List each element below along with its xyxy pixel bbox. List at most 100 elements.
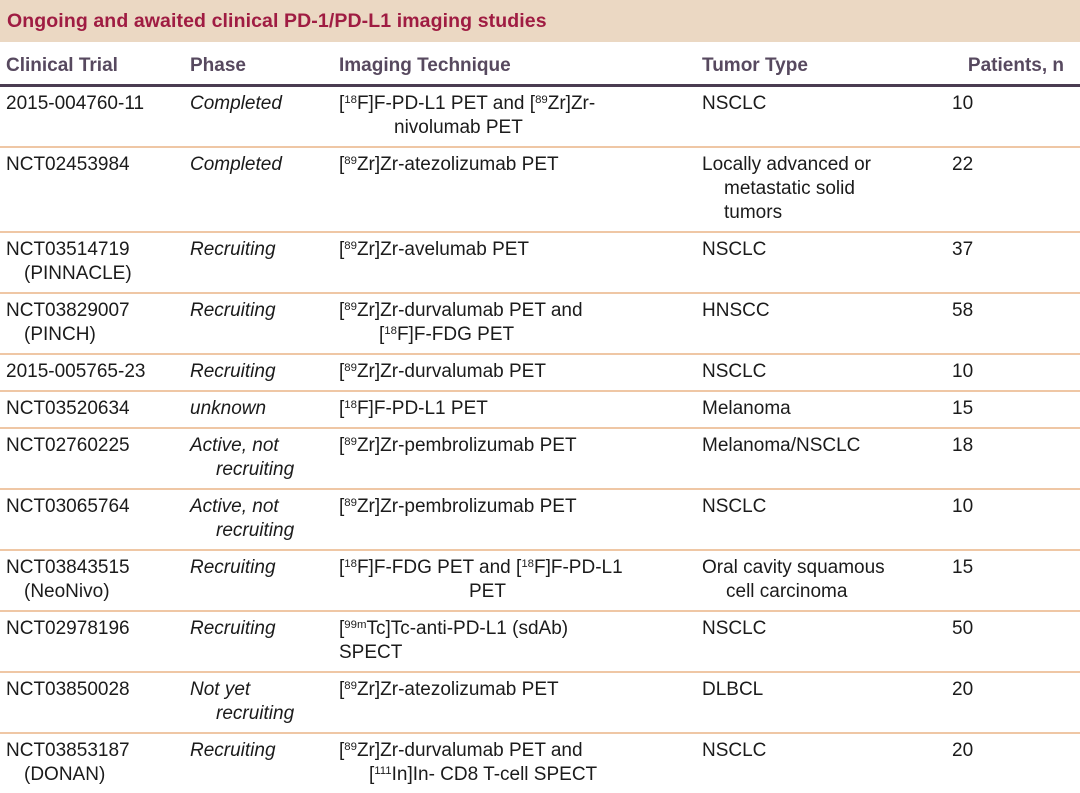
cell-trial: NCT02760225 — [0, 434, 190, 482]
technique-text: [111In]In- CD8 T-cell SPECT — [369, 764, 598, 785]
cell-patients: 22 — [944, 153, 1070, 225]
tumor-text: Melanoma — [702, 398, 791, 419]
phase-text: recruiting — [216, 520, 295, 541]
cell-phase: Active, not recruiting — [190, 434, 339, 482]
cell-technique: [89Zr]Zr-pembrolizumab PET — [339, 495, 702, 543]
technique-text: [89Zr]Zr-atezolizumab PET — [339, 679, 559, 700]
trial-text: NCT02978196 — [6, 618, 130, 639]
tumor-text: NSCLC — [702, 618, 767, 639]
cell-patients: 15 — [944, 397, 1070, 421]
trial-text: NCT03065764 — [6, 496, 130, 517]
cell-trial: NCT03065764 — [0, 495, 190, 543]
cell-technique: [18F]F-FDG PET and [18F]F-PD-L1 PET — [339, 556, 702, 604]
cell-technique: [89Zr]Zr-atezolizumab PET — [339, 678, 702, 726]
table-row: 2015-004760-11 Completed [18F]F-PD-L1 PET … — [0, 87, 1080, 148]
isotope-superscript: 89 — [535, 94, 548, 107]
table-title: Ongoing and awaited clinical PD-1/PD-L1 … — [7, 9, 547, 32]
table-row: NCT02978196 Recruiting [99mTc]Tc-anti-PD-L… — [0, 612, 1080, 673]
cell-tumor: DLBCL — [702, 678, 944, 726]
patients-text: 20 — [952, 740, 974, 761]
cell-phase: Recruiting — [190, 360, 339, 384]
trial-text: NCT03520634 — [6, 398, 130, 419]
cell-tumor: NSCLC — [702, 238, 944, 286]
cell-tumor: Locally advanced or metastatic solid tumor… — [702, 153, 944, 225]
trial-text: 2015-005765-23 — [6, 361, 146, 382]
isotope-superscript: 89 — [344, 362, 357, 375]
technique-text: [18F]F-FDG PET and [18F]F-PD-L1 — [339, 557, 623, 578]
column-header-patients: Patients, n — [944, 54, 1070, 78]
isotope-superscript: 18 — [344, 558, 357, 571]
cell-technique: [99mTc]Tc-anti-PD-L1 (sdAb) SPECT — [339, 617, 702, 665]
cell-patients: 10 — [944, 92, 1070, 140]
technique-text: [89Zr]Zr-durvalumab PET and — [339, 300, 583, 321]
cell-phase: Not yet recruiting — [190, 678, 339, 726]
cell-patients: 10 — [944, 495, 1070, 543]
phase-text: Recruiting — [190, 361, 276, 382]
cell-phase: Active, not recruiting — [190, 495, 339, 543]
phase-text: Completed — [190, 93, 282, 114]
cell-trial: NCT03853187 (DONAN) — [0, 739, 190, 787]
cell-tumor: HNSCC — [702, 299, 944, 347]
cell-technique: [89Zr]Zr-avelumab PET — [339, 238, 702, 286]
trial-text: NCT02760225 — [6, 435, 130, 456]
table-row: NCT03829007 (PINCH) Recruiting [89Zr]Zr-dur… — [0, 294, 1080, 355]
patients-text: 15 — [952, 398, 974, 419]
table-body: 2015-004760-11 Completed [18F]F-PD-L1 PET … — [0, 87, 1080, 793]
isotope-superscript: 99m — [344, 619, 367, 632]
tumor-text: HNSCC — [702, 300, 770, 321]
cell-tumor: Melanoma/NSCLC — [702, 434, 944, 482]
table-row: NCT03514719 (PINNACLE) Recruiting [89Zr]Zr-… — [0, 233, 1080, 294]
trial-text: (NeoNivo) — [24, 581, 110, 602]
cell-trial: NCT02978196 — [0, 617, 190, 665]
cell-technique: [89Zr]Zr-durvalumab PET — [339, 360, 702, 384]
table-row: 2015-005765-23 Recruiting [89Zr]Zr-durvalu… — [0, 355, 1080, 392]
cell-trial: NCT03843515 (NeoNivo) — [0, 556, 190, 604]
isotope-superscript: 111 — [374, 765, 392, 778]
column-header-tumor: Tumor Type — [702, 54, 944, 78]
trial-text: NCT03843515 — [6, 557, 130, 578]
tumor-text: Melanoma/NSCLC — [702, 435, 861, 456]
column-header-label: Clinical Trial — [6, 55, 118, 76]
cell-phase: Recruiting — [190, 299, 339, 347]
column-header-label: Tumor Type — [702, 55, 808, 76]
trial-text: 2015-004760-11 — [6, 93, 145, 114]
tumor-text: tumors — [724, 202, 783, 223]
table-header-row: Clinical Trial Phase Imaging Technique Tumo… — [0, 51, 1080, 87]
technique-text: [89Zr]Zr-durvalumab PET — [339, 361, 546, 382]
patients-text: 50 — [952, 618, 974, 639]
trial-text: NCT02453984 — [6, 154, 130, 175]
cell-patients: 10 — [944, 360, 1070, 384]
cell-patients: 18 — [944, 434, 1070, 482]
column-header-label: Patients, n — [967, 55, 1064, 76]
phase-text: Completed — [190, 154, 282, 175]
cell-technique: [18F]F-PD-L1 PET and [89Zr]Zr-nivolumab … — [339, 92, 702, 140]
isotope-superscript: 18 — [521, 558, 534, 571]
cell-tumor: NSCLC — [702, 495, 944, 543]
table-row: NCT03853187 (DONAN) Recruiting [89Zr]Zr-dur… — [0, 734, 1080, 793]
patients-text: 15 — [952, 557, 974, 578]
cell-trial: NCT03514719 (PINNACLE) — [0, 238, 190, 286]
phase-text: Active, not — [190, 496, 279, 517]
cell-trial: NCT03520634 — [0, 397, 190, 421]
cell-technique: [18F]F-PD-L1 PET — [339, 397, 702, 421]
cell-trial: NCT03850028 — [0, 678, 190, 726]
patients-text: 37 — [952, 239, 974, 260]
phase-text: unknown — [190, 398, 267, 419]
patients-text: 10 — [952, 496, 974, 517]
cell-trial: NCT02453984 — [0, 153, 190, 225]
isotope-superscript: 89 — [344, 155, 357, 168]
table-row: NCT03065764 Active, not recruiting [89Zr]Zr… — [0, 490, 1080, 551]
technique-text: [89Zr]Zr-pembrolizumab PET — [339, 435, 577, 456]
patients-text: 10 — [952, 361, 974, 382]
isotope-superscript: 18 — [384, 325, 397, 338]
phase-text: Recruiting — [190, 557, 276, 578]
column-header-label: Imaging Technique — [339, 55, 511, 76]
cell-technique: [89Zr]Zr-atezolizumab PET — [339, 153, 702, 225]
technique-text: [89Zr]Zr-durvalumab PET and — [339, 740, 583, 761]
phase-text: Recruiting — [190, 618, 276, 639]
clinical-trials-table: Clinical Trial Phase Imaging Technique Tumo… — [0, 51, 1080, 793]
phase-text: Recruiting — [190, 239, 276, 260]
cell-phase: Completed — [190, 153, 339, 225]
phase-text: Recruiting — [190, 300, 276, 321]
column-header-trial: Clinical Trial — [0, 54, 190, 78]
